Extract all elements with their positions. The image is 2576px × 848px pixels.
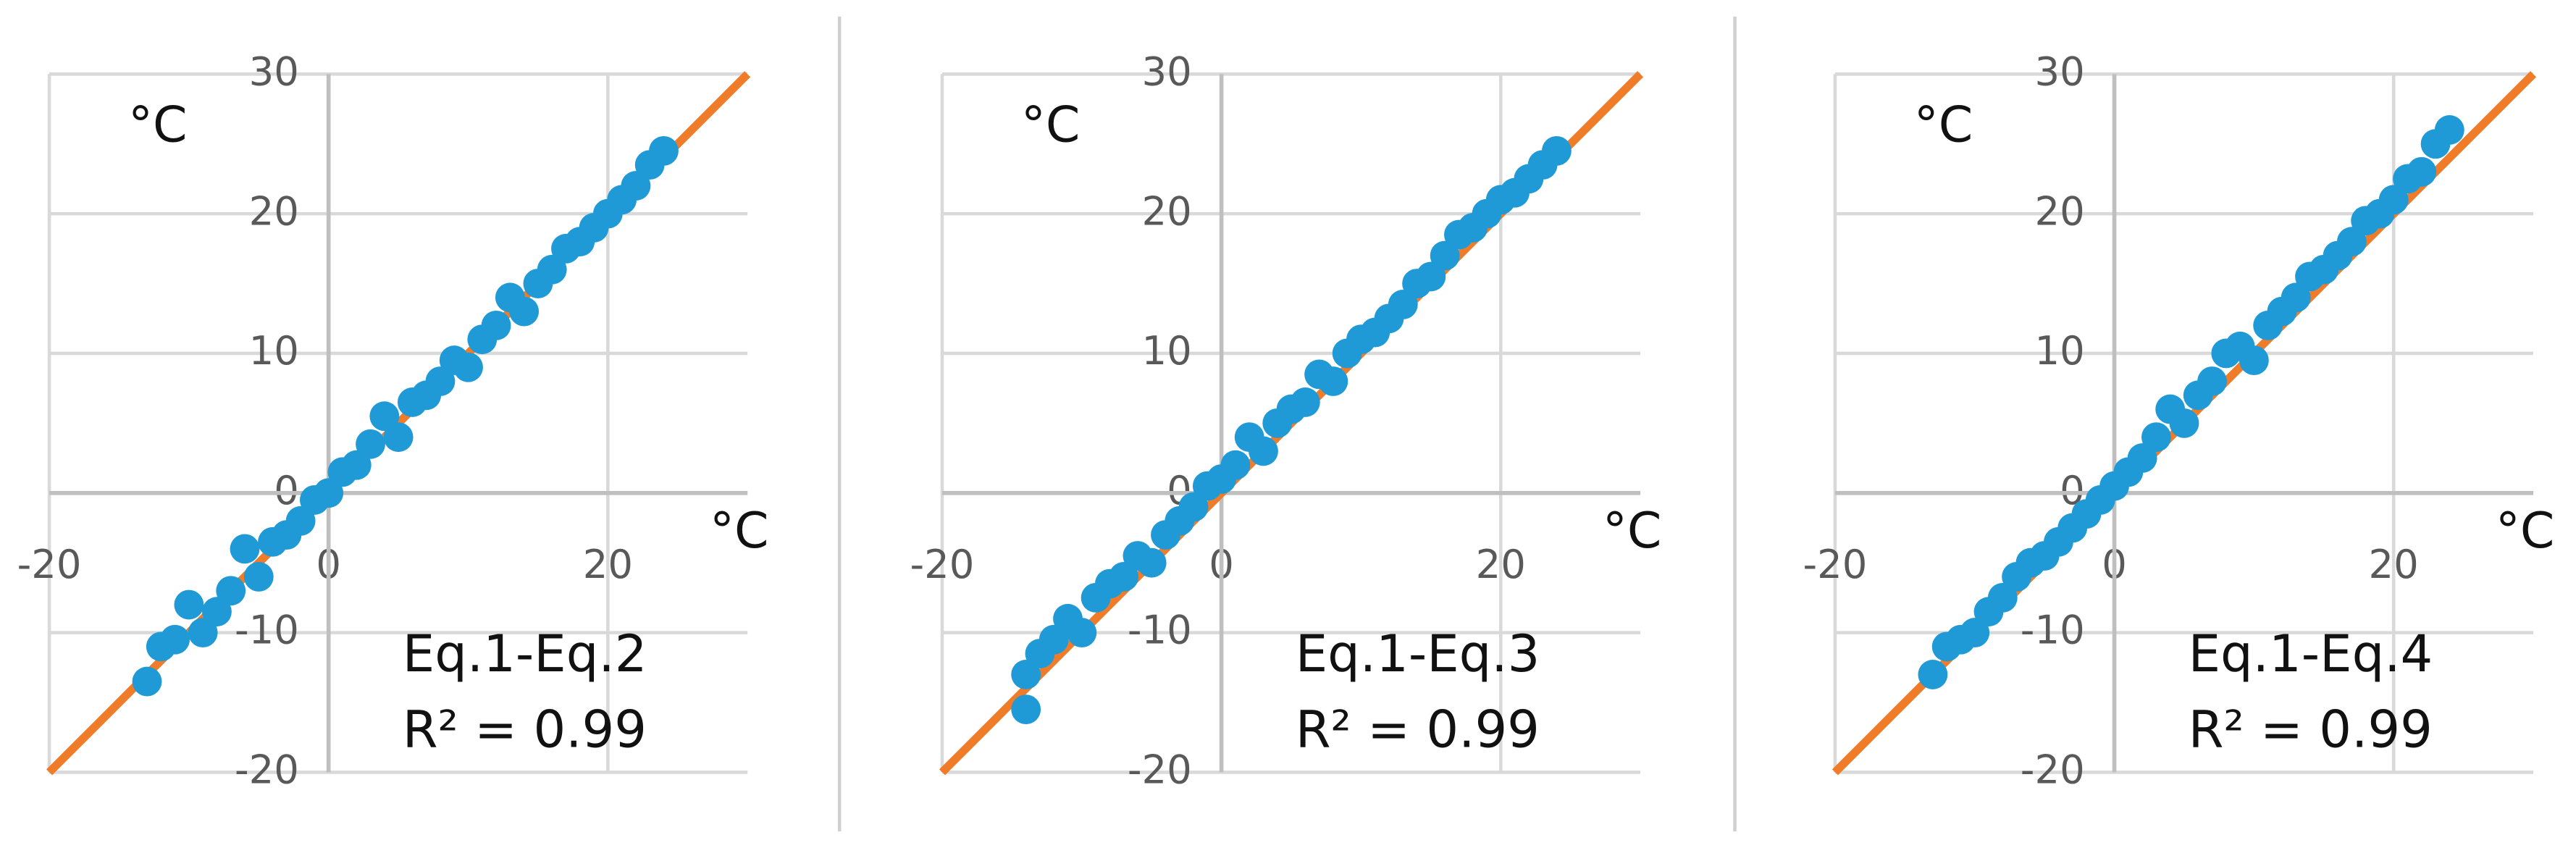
y-tick-label: -20 <box>2021 747 2085 793</box>
scatter-point <box>160 624 190 655</box>
annotation: Eq.1-Eq.3 <box>1296 624 1540 684</box>
scatter-point <box>1987 582 2018 613</box>
annotation: R² = 0.99 <box>2189 700 2433 760</box>
scatter-point <box>1011 694 1041 725</box>
scatter-point <box>314 478 344 508</box>
scatter-point <box>341 450 372 480</box>
scatter-point <box>537 254 567 285</box>
y-axis-label: °C <box>1021 97 1081 154</box>
x-tick-label: -20 <box>1803 541 1867 587</box>
scatter-point <box>649 135 679 166</box>
x-tick-label: 20 <box>1476 541 1526 587</box>
scatter-point <box>1109 562 1139 592</box>
x-axis-label: °C <box>710 503 769 560</box>
scatter-point <box>356 429 385 459</box>
scatter-point <box>230 534 260 564</box>
scatter-point <box>2197 366 2227 396</box>
x-axis-label: °C <box>2496 503 2555 560</box>
scatter-point <box>2378 185 2409 215</box>
y-tick-label: 20 <box>1142 188 1192 234</box>
scatter-point <box>1318 366 1348 396</box>
y-tick-label: 20 <box>249 188 299 234</box>
annotation: R² = 0.99 <box>1296 700 1540 760</box>
scatter-point <box>1541 135 1572 166</box>
x-tick-label: 20 <box>583 541 633 587</box>
scatter-point <box>1388 290 1418 319</box>
x-tick-label: -20 <box>910 541 975 587</box>
scatter-point <box>621 171 651 201</box>
scatter-point <box>509 296 540 327</box>
y-tick-label: 20 <box>2034 188 2084 234</box>
y-tick-label: -10 <box>1128 607 1192 653</box>
scatter-point <box>453 352 483 382</box>
y-tick-label: -10 <box>235 607 299 653</box>
scatter-point <box>2141 422 2171 453</box>
y-tick-label: -10 <box>2021 607 2085 653</box>
scatter-point <box>1067 618 1097 648</box>
y-tick-label: 30 <box>1142 48 1192 94</box>
x-axis-label: °C <box>1603 503 1662 560</box>
y-axis-label: °C <box>1914 97 1973 154</box>
scatter-point <box>2169 408 2199 438</box>
y-tick-label: 10 <box>1142 327 1192 374</box>
y-tick-label: 30 <box>249 48 299 94</box>
scatter-point <box>1416 261 1446 292</box>
y-tick-label: -20 <box>1128 747 1192 793</box>
annotation: Eq.1-Eq.4 <box>2189 624 2433 684</box>
x-tick-label: 20 <box>2369 541 2419 587</box>
scatter-point <box>1249 436 1278 466</box>
scatter-point <box>2281 282 2311 313</box>
scatter-point <box>1220 450 1251 480</box>
annotation: R² = 0.99 <box>403 700 647 760</box>
scatter-point <box>132 666 162 697</box>
scatter-point <box>1960 618 1990 648</box>
scatter-point <box>1290 387 1320 417</box>
scatter-point <box>2407 156 2437 187</box>
annotation: Eq.1-Eq.2 <box>403 624 647 684</box>
scatter-point <box>174 589 204 620</box>
y-tick-label: 10 <box>2034 327 2084 374</box>
y-axis-label: °C <box>128 97 188 154</box>
scatter-point <box>2336 227 2367 257</box>
y-tick-label: -20 <box>235 747 299 793</box>
y-tick-label: 0 <box>274 467 299 513</box>
scatter-point <box>1136 547 1167 578</box>
scatter-point <box>2239 345 2269 376</box>
scatter-point <box>383 422 414 453</box>
scatter-point <box>2434 115 2464 145</box>
scatter-point <box>243 562 274 592</box>
scatter-point <box>216 576 246 606</box>
scatter-point <box>1011 660 1041 689</box>
scatter-point <box>2127 443 2157 473</box>
x-tick-label: -20 <box>17 541 82 587</box>
scatter-point <box>285 505 316 536</box>
y-tick-label: 30 <box>2034 48 2084 94</box>
scatter-point <box>1039 624 1069 655</box>
scatter-point <box>1178 492 1209 522</box>
scatter-point <box>202 597 232 627</box>
scatter-point <box>188 618 218 648</box>
scatter-point <box>1918 660 1948 689</box>
scatter-point <box>425 366 456 396</box>
scatter-point <box>1430 240 1460 271</box>
y-tick-label: 10 <box>249 327 299 374</box>
scatter-point <box>481 310 511 340</box>
scatter-point <box>369 401 400 432</box>
